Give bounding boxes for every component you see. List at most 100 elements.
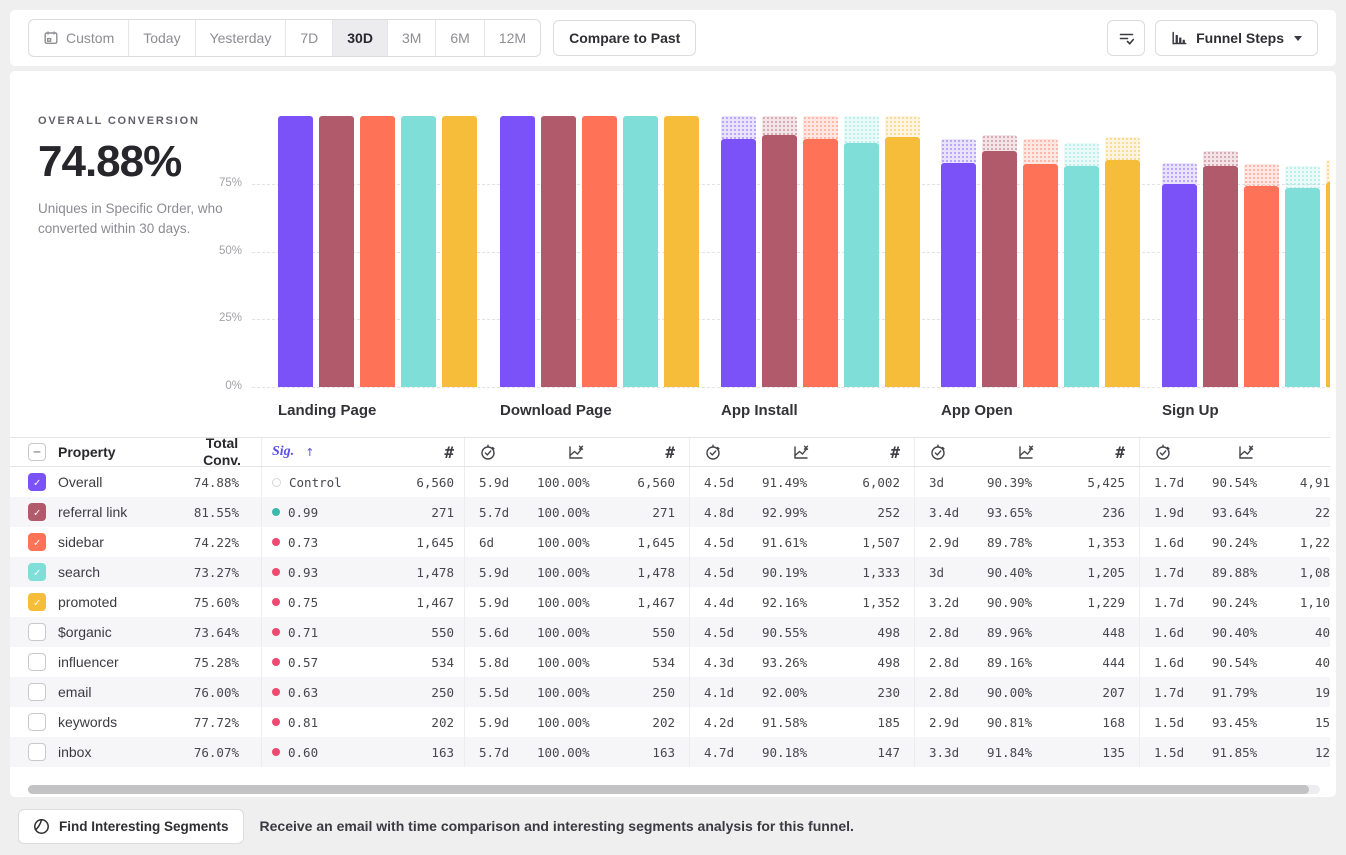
bar-search-sign-up[interactable] xyxy=(1285,188,1320,387)
row-checkbox[interactable] xyxy=(28,653,46,671)
total-conversion-value: 74.22% xyxy=(193,534,239,550)
bar-Overall-landing-page[interactable] xyxy=(278,116,313,387)
bar-sidebar-landing-page[interactable] xyxy=(360,116,395,387)
property-cell: email 76.00% xyxy=(10,677,262,707)
table-row: ✓ sidebar 74.22% 0.73 1,645 6d 100.00% 1,645 4.5… xyxy=(10,527,1330,557)
step-count: 1,353 xyxy=(1087,534,1125,550)
date-range-today[interactable]: Today xyxy=(128,20,194,56)
date-range-yesterday[interactable]: Yesterday xyxy=(194,20,286,56)
bar-promoted-app-install[interactable] xyxy=(885,137,920,387)
bar-Overall-app-install[interactable] xyxy=(721,139,756,387)
bar-referral-link-landing-page[interactable] xyxy=(319,116,354,387)
date-range-6m[interactable]: 6M xyxy=(435,20,483,56)
bar-search-app-install[interactable] xyxy=(844,142,879,387)
row-checkbox[interactable]: ✓ xyxy=(28,473,46,491)
cell-group-sign-up: 1.5d 91.85% 12 xyxy=(1140,737,1330,767)
step-count: 250 xyxy=(652,684,675,700)
property-cell: influencer 75.28% xyxy=(10,647,262,677)
property-name: referral link xyxy=(58,504,128,520)
step-count: 252 xyxy=(877,504,900,520)
cell-group-landing-page: 0.75 1,467 xyxy=(262,587,465,617)
date-range-label: Yesterday xyxy=(209,30,272,46)
conversion-rate-value: 89.78% xyxy=(987,534,1033,550)
conversion-rate-value: 90.54% xyxy=(1212,474,1258,490)
row-checkbox[interactable]: ✓ xyxy=(28,593,46,611)
bar-Overall-app-open[interactable] xyxy=(941,162,976,387)
date-range-label: 12M xyxy=(498,30,527,46)
time-to-convert-value: 4.5d xyxy=(704,534,735,550)
row-checkbox[interactable] xyxy=(28,743,46,761)
select-all-checkbox[interactable]: − xyxy=(28,443,46,461)
cell-group-sign-up: 1.7d 89.88% 1,08 xyxy=(1140,557,1330,587)
toolbar: Custom Today Yesterday 7D 30D 3M 6M 12M Compare… xyxy=(10,10,1336,66)
time-to-convert-value: 1.5d xyxy=(1154,714,1185,730)
step-count: 19 xyxy=(1314,684,1330,700)
property-name: influencer xyxy=(58,654,119,670)
summary-label: OVERALL CONVERSION xyxy=(38,115,200,127)
count-column-header[interactable]: # xyxy=(444,442,454,462)
bar-referral-link-sign-up[interactable] xyxy=(1203,165,1238,387)
bar-Overall-download-page[interactable] xyxy=(500,116,535,387)
count-column-header[interactable]: # xyxy=(890,442,900,462)
bar-referral-link-download-page[interactable] xyxy=(541,116,576,387)
bar-sidebar-app-open[interactable] xyxy=(1023,164,1058,387)
row-checkbox[interactable]: ✓ xyxy=(28,563,46,581)
sig-sort-header[interactable]: Sig. ↑ xyxy=(262,444,444,460)
cell-group-sign-up: 1.6d 90.54% 40 xyxy=(1140,647,1330,677)
conversion-rate-value: 89.16% xyxy=(987,654,1033,670)
horizontal-scrollbar[interactable] xyxy=(28,785,1320,794)
bar-referral-link-app-open[interactable] xyxy=(982,151,1017,387)
bar-Overall-sign-up[interactable] xyxy=(1162,184,1197,387)
edit-columns-button[interactable] xyxy=(1107,20,1146,56)
property-cell: ✓ promoted 75.60% xyxy=(10,587,262,617)
time-to-convert-value: 1.6d xyxy=(1154,534,1185,550)
date-range-7d[interactable]: 7D xyxy=(285,20,332,56)
bar-search-landing-page[interactable] xyxy=(401,116,436,387)
property-name: $organic xyxy=(58,624,112,640)
bar-promoted-download-page[interactable] xyxy=(664,116,699,387)
dropoff-cap xyxy=(941,139,976,163)
bar-search-download-page[interactable] xyxy=(623,116,658,387)
dropoff-cap xyxy=(1285,166,1320,189)
total-conversion-value: 76.00% xyxy=(193,684,239,700)
scrollbar-thumb[interactable] xyxy=(28,785,1309,794)
date-range-30d[interactable]: 30D xyxy=(332,20,387,56)
bar-promoted-sign-up[interactable] xyxy=(1326,182,1330,387)
row-checkbox[interactable]: ✓ xyxy=(28,533,46,551)
sig-value: 0.60 xyxy=(288,744,319,760)
time-to-convert-value: 5.7d xyxy=(479,504,510,520)
bar-promoted-landing-page[interactable] xyxy=(442,116,477,387)
bar-sidebar-app-install[interactable] xyxy=(803,138,838,387)
conversion-rate-icon xyxy=(537,443,615,461)
row-checkbox[interactable]: ✓ xyxy=(28,503,46,521)
cell-group-app-open: 3d 90.40% 1,205 xyxy=(915,557,1140,587)
row-checkbox[interactable] xyxy=(28,623,46,641)
row-checkbox[interactable] xyxy=(28,683,46,701)
compare-to-past-button[interactable]: Compare to Past xyxy=(553,20,697,56)
bar-sidebar-download-page[interactable] xyxy=(582,116,617,387)
property-name: keywords xyxy=(58,714,118,730)
bar-search-app-open[interactable] xyxy=(1064,166,1099,387)
funnel-steps-label: Funnel Steps xyxy=(1196,30,1284,46)
dropoff-cap xyxy=(844,116,879,143)
bar-sidebar-sign-up[interactable] xyxy=(1244,185,1279,387)
overall-conversion-summary: OVERALL CONVERSION 74.88% Uniques in Spe… xyxy=(38,115,223,238)
total-conversion-value: 73.64% xyxy=(193,624,239,640)
row-checkbox[interactable] xyxy=(28,713,46,731)
step-count: 207 xyxy=(1102,684,1125,700)
date-range-3m[interactable]: 3M xyxy=(386,20,435,56)
total-conversion-value: 76.07% xyxy=(193,744,239,760)
conversion-rate-value: 90.18% xyxy=(762,744,808,760)
funnel-steps-dropdown[interactable]: Funnel Steps xyxy=(1155,20,1318,56)
find-interesting-segments-button[interactable]: Find Interesting Segments xyxy=(18,808,244,844)
count-column-header[interactable]: # xyxy=(1115,442,1125,462)
bar-promoted-app-open[interactable] xyxy=(1105,159,1140,387)
count-column-header[interactable]: # xyxy=(665,442,675,462)
bar-referral-link-app-install[interactable] xyxy=(762,134,797,387)
conversion-rate-value: 100.00% xyxy=(537,504,590,520)
header-group-sign-up: # xyxy=(1140,438,1330,466)
count-column-header[interactable]: # xyxy=(1280,443,1330,462)
date-range-12m[interactable]: 12M xyxy=(483,20,540,56)
date-range-custom[interactable]: Custom xyxy=(29,20,128,56)
step-count: 250 xyxy=(431,684,454,700)
